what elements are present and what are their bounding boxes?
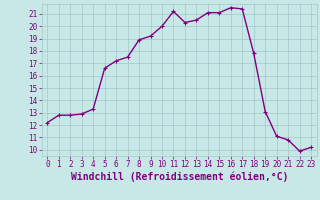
X-axis label: Windchill (Refroidissement éolien,°C): Windchill (Refroidissement éolien,°C): [70, 172, 288, 182]
